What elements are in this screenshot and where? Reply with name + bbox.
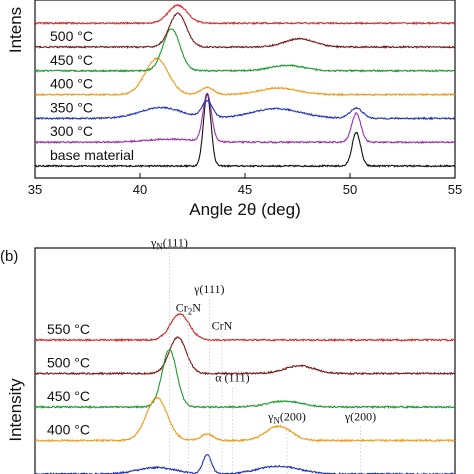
panel-b-peak-label: γN(200) bbox=[267, 410, 306, 426]
panel-b-series-group bbox=[35, 312, 455, 474]
panel-b-series-line bbox=[35, 454, 455, 474]
panel-a-series-labels: base material 300 °C 350 °C 400 °C 450 °C 500… bbox=[50, 28, 134, 163]
panel-a-x-tick-label: 40 bbox=[133, 182, 147, 197]
panel-b-peak-label: α (111) bbox=[215, 371, 249, 385]
panel-b-peak-label: γN(111) bbox=[150, 235, 188, 251]
panel-a-series-line bbox=[35, 94, 455, 168]
panel-b-peak-label: CrN bbox=[212, 319, 233, 333]
panel-b-peak-label: Cr2N bbox=[176, 300, 202, 316]
panel-a-series-label: 400 °C bbox=[50, 76, 93, 92]
panel-a-series-label: 500 °C bbox=[50, 28, 93, 44]
panel-b-tag: (b) bbox=[0, 248, 18, 265]
panel-a-chart: base material 300 °C 350 °C 400 °C 450 °C 500… bbox=[6, 0, 462, 219]
panel-b-series-line bbox=[35, 396, 455, 443]
panel-a-x-ticks: 35 40 45 50 55 bbox=[28, 173, 462, 197]
panel-a-x-tick-label: 55 bbox=[448, 182, 462, 197]
panel-b-peak-label: γ(200) bbox=[344, 410, 376, 424]
panel-a-series-line bbox=[35, 56, 455, 97]
panel-b-y-axis-title: Intensity bbox=[6, 378, 25, 442]
panel-a-x-axis-title: Angle 2θ (deg) bbox=[189, 200, 301, 219]
panel-b-series-line bbox=[35, 336, 455, 376]
panel-a-series-line bbox=[35, 92, 455, 145]
panel-a-y-axis-title: Intens bbox=[6, 7, 25, 53]
panel-a-series-line bbox=[35, 28, 455, 73]
panel-a-x-tick-label: 50 bbox=[343, 182, 357, 197]
panel-b-series-label: 550 °C bbox=[47, 321, 90, 337]
panel-b-series-label: 500 °C bbox=[47, 355, 90, 371]
panel-b-frame bbox=[34, 247, 456, 474]
panel-a-x-tick-label: 45 bbox=[238, 182, 252, 197]
panel-b-series-labels: 550 °C 500 °C 450 °C 400 °C bbox=[47, 321, 90, 438]
panel-b-series-line bbox=[35, 312, 455, 343]
panel-b-series-line bbox=[35, 349, 455, 410]
panel-b-peak-label: γ(111) bbox=[193, 282, 224, 296]
panel-a-x-tick-label: 35 bbox=[28, 182, 42, 197]
panel-a-series-line bbox=[35, 12, 455, 50]
panel-a-series-label: 350 °C bbox=[50, 99, 93, 115]
panel-a-series-label: base material bbox=[50, 147, 134, 163]
panel-b-series-label: 450 °C bbox=[47, 388, 90, 404]
panel-b-chart: (b) 550 °C 500 °C 450 °C 400 °C γN(111) γ(11… bbox=[0, 235, 456, 474]
panel-a-series-label: 300 °C bbox=[50, 123, 93, 139]
panel-a-series-group bbox=[35, 3, 455, 168]
panel-b-series-label: 400 °C bbox=[47, 422, 90, 438]
panel-a-series-label: 450 °C bbox=[50, 52, 93, 68]
panel-a-series-line bbox=[35, 99, 455, 121]
panel-b-peak-annotations: γN(111) γ(111) Cr2N CrN α (111) γN(200) γ(200) bbox=[150, 235, 376, 474]
panel-a-series-line bbox=[35, 3, 455, 26]
